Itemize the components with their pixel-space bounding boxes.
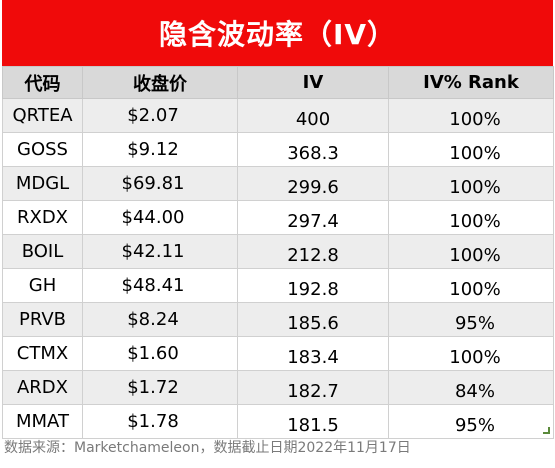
- close-price-cell: $44.00: [82, 200, 238, 235]
- iv-cell: 182.7: [237, 370, 389, 405]
- iv-cell: 299.6: [237, 166, 389, 201]
- column-header-iv-rank: IV% Rank: [388, 66, 554, 99]
- ticker-cell: ARDX: [2, 370, 83, 405]
- iv-rank-cell: 84%: [388, 370, 554, 405]
- cell-corner-mark: [543, 427, 550, 434]
- iv-cell: 181.5: [237, 404, 389, 439]
- iv-cell: 297.4: [237, 200, 389, 235]
- ticker-cell: BOIL: [2, 234, 83, 269]
- ticker-cell: GH: [2, 268, 83, 303]
- table-row: RXDX $44.00 297.4 100%: [2, 200, 554, 235]
- close-price-cell: $9.12: [82, 132, 238, 167]
- table-row: QRTEA $2.07 400 100%: [2, 98, 554, 133]
- iv-cell: 400: [237, 98, 389, 133]
- ticker-cell: QRTEA: [2, 98, 83, 133]
- ticker-cell: CTMX: [2, 336, 83, 371]
- close-price-cell: $2.07: [82, 98, 238, 133]
- close-price-cell: $1.78: [82, 404, 238, 439]
- iv-cell: 185.6: [237, 302, 389, 337]
- table-row: GOSS $9.12 368.3 100%: [2, 132, 554, 167]
- iv-rank-cell: 100%: [388, 166, 554, 201]
- iv-rank-cell: 95%: [388, 302, 554, 337]
- header-row: 代码 收盘价 IV IV% Rank: [2, 66, 554, 99]
- table-row: BOIL $42.11 212.8 100%: [2, 234, 554, 269]
- table-row: ARDX $1.72 182.7 84%: [2, 370, 554, 405]
- iv-rank-cell: 100%: [388, 336, 554, 371]
- table-row: PRVB $8.24 185.6 95%: [2, 302, 554, 337]
- close-price-cell: $8.24: [82, 302, 238, 337]
- table-row: MMAT $1.78 181.5 95%: [2, 404, 554, 439]
- iv-cell: 183.4: [237, 336, 389, 371]
- close-price-cell: $42.11: [82, 234, 238, 269]
- ticker-cell: PRVB: [2, 302, 83, 337]
- close-price-cell: $69.81: [82, 166, 238, 201]
- iv-rank-cell: 95%: [388, 404, 554, 439]
- iv-table: 代码 收盘价 IV IV% Rank QRTEA $2.07 400 100% …: [2, 66, 554, 439]
- close-price-cell: $48.41: [82, 268, 238, 303]
- iv-cell: 368.3: [237, 132, 389, 167]
- iv-rank-cell: 100%: [388, 268, 554, 303]
- iv-rank-cell: 100%: [388, 234, 554, 269]
- column-header-iv: IV: [237, 66, 389, 99]
- table-row: CTMX $1.60 183.4 100%: [2, 336, 554, 371]
- close-price-cell: $1.60: [82, 336, 238, 371]
- iv-rank-cell: 100%: [388, 98, 554, 133]
- column-header-close: 收盘价: [82, 66, 238, 99]
- iv-rank-cell: 100%: [388, 200, 554, 235]
- ticker-cell: GOSS: [2, 132, 83, 167]
- column-header-ticker: 代码: [2, 66, 83, 99]
- table-row: GH $48.41 192.8 100%: [2, 268, 554, 303]
- ticker-cell: RXDX: [2, 200, 83, 235]
- table-title: 隐含波动率（IV）: [2, 0, 553, 67]
- ticker-cell: MMAT: [2, 404, 83, 439]
- iv-cell: 212.8: [237, 234, 389, 269]
- close-price-cell: $1.72: [82, 370, 238, 405]
- iv-rank-cell: 100%: [388, 132, 554, 167]
- source-note: 数据来源：Marketchameleon，数据截止日期2022年11月17日: [4, 440, 411, 456]
- table-row: MDGL $69.81 299.6 100%: [2, 166, 554, 201]
- ticker-cell: MDGL: [2, 166, 83, 201]
- iv-cell: 192.8: [237, 268, 389, 303]
